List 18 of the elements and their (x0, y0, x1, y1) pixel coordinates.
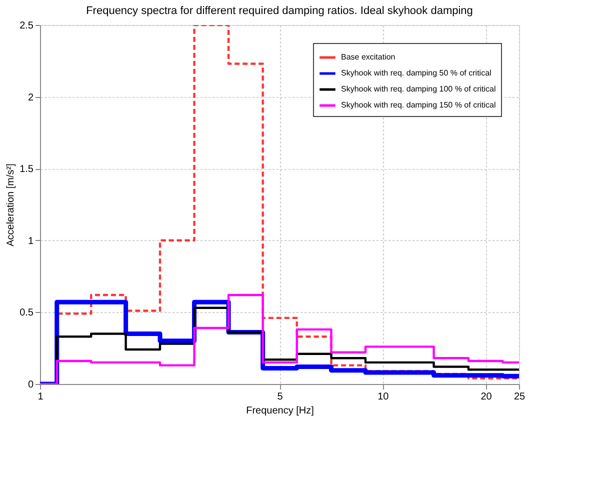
x-axis-title: Frequency [Hz] (246, 406, 314, 416)
y-tick-label: 2 (28, 92, 34, 104)
y-tick-label: 2.5 (20, 20, 34, 32)
y-tick-label: 0.5 (20, 308, 34, 319)
legend-label: Skyhook with req. damping 100 % of critical (341, 84, 496, 94)
legend-label: Base excitation (341, 52, 396, 62)
y-tick-label: 0 (28, 380, 34, 390)
y-tick-label: 1 (28, 236, 34, 247)
x-tick-label: 1 (38, 392, 44, 402)
x-tick-label: 10 (378, 392, 390, 402)
x-tick-label: 25 (514, 392, 526, 402)
x-tick-label: 5 (277, 392, 284, 402)
chart-title: Frequency spectra for different required damping ratios. Ideal skyhook damping (86, 5, 473, 17)
legend-label: Skyhook with req. damping 50 % of critical (341, 68, 492, 78)
y-tick-label: 1.5 (20, 164, 34, 176)
x-tick-label: 20 (480, 392, 492, 402)
y-axis-title: Acceleration [m/s²] (6, 163, 17, 246)
legend-label: Skyhook with req. damping 150 % of critical (341, 100, 496, 110)
